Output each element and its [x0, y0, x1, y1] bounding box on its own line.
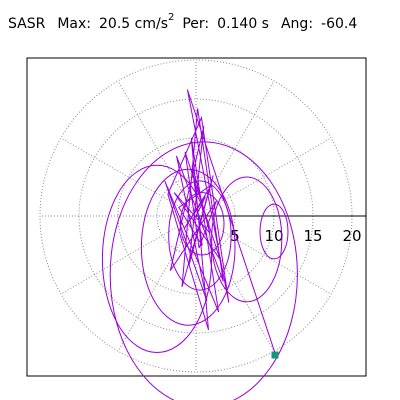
- radial-tick-labels: 5 10 15 20: [230, 227, 361, 245]
- period-value: 0.140 s: [217, 15, 269, 32]
- peak-marker: [271, 351, 279, 359]
- hodogram-loop-3: [168, 180, 232, 291]
- trajectory-group: [101, 89, 298, 400]
- hodogram-trace: [164, 89, 277, 355]
- grid-spoke-60: [195, 80, 275, 217]
- max-label: Max:: [57, 15, 92, 32]
- grid-spoke-240: [117, 215, 197, 352]
- hodogram-loop-5: [101, 164, 213, 353]
- radial-tick-label-2: 10: [264, 227, 283, 245]
- grid-spoke-330: [195, 215, 332, 295]
- grid-spoke-120: [117, 80, 197, 217]
- radial-tick-label-3: 15: [303, 227, 322, 245]
- plot-frame: [26, 57, 367, 377]
- hodogram-loop-7: [259, 203, 289, 260]
- hodogram-loop-6: [211, 176, 283, 303]
- grid-spoke-210: [60, 215, 197, 295]
- chart-header: SASR Max: 20.5 cm/s2 Per: 0.140 s Ang: -60.4: [8, 12, 358, 36]
- max-value: 20.5 cm/s: [99, 15, 168, 32]
- station-code: SASR: [8, 15, 46, 32]
- hodogram-loop-2: [140, 168, 236, 326]
- grid-spoke-30: [195, 137, 332, 217]
- radial-tick-label-4: 20: [342, 227, 361, 245]
- period-label: Per:: [182, 15, 210, 32]
- max-unit-exponent: 2: [167, 12, 175, 23]
- peak-marker-group: [271, 351, 279, 359]
- hodogram-loop-1: [109, 141, 298, 400]
- grid-spoke-300: [195, 215, 275, 352]
- grid-spoke-150: [60, 137, 197, 217]
- hodogram-loop-4: [179, 192, 225, 256]
- angle-label: Ang:: [280, 15, 314, 32]
- angle-value: -60.4: [321, 15, 358, 32]
